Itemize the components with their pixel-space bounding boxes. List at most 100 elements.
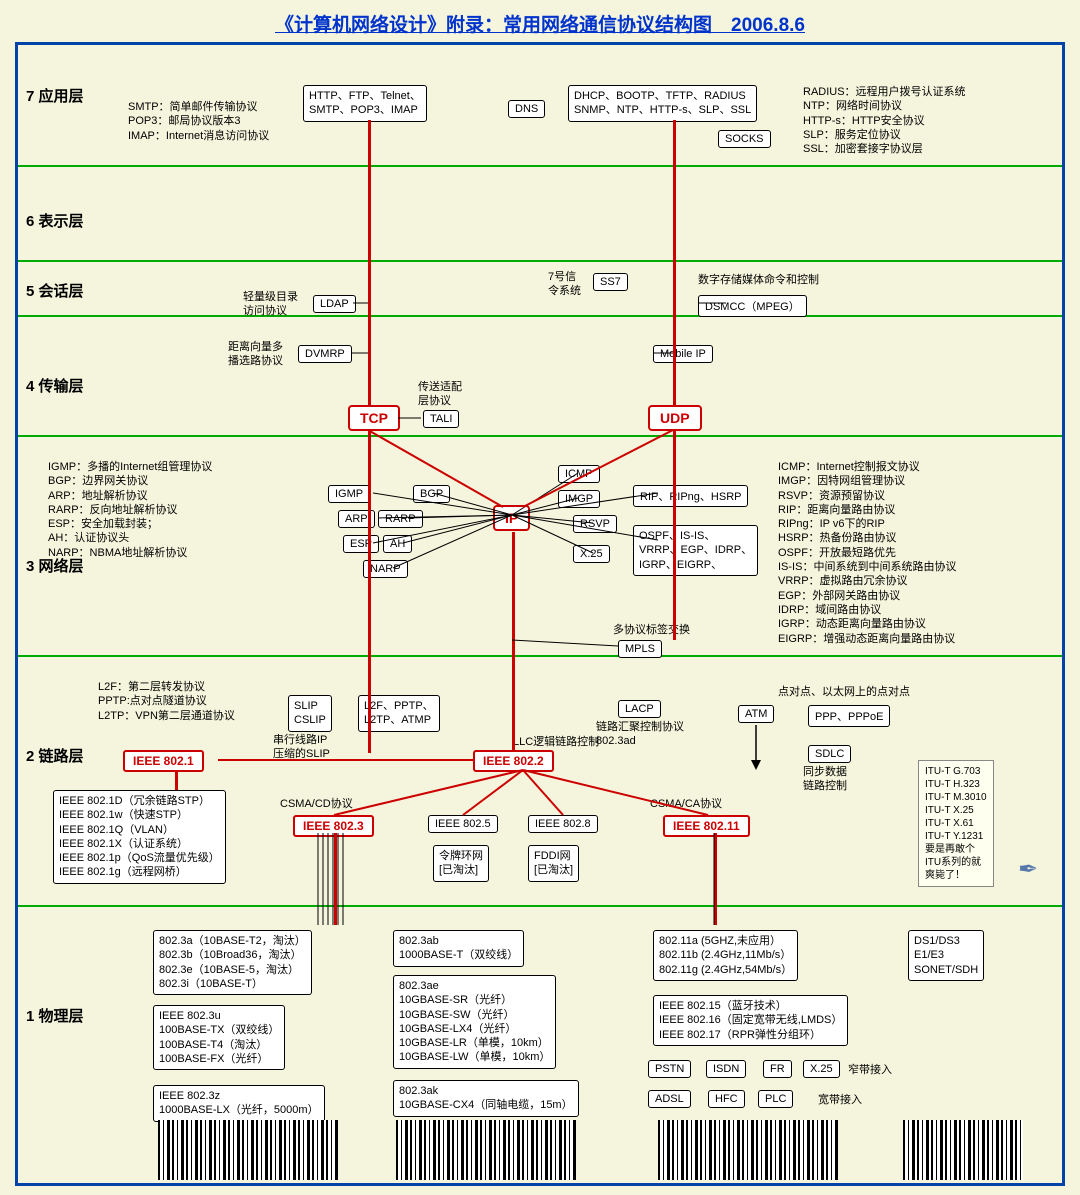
text-t3: 7号信 令系统 [548, 270, 581, 299]
node-lacp: LACP [618, 700, 661, 718]
layer-label-1: 1 物理层 [26, 1005, 84, 1026]
node-ip: IP [493, 505, 530, 531]
node-ieee80211: IEEE 802.11 [663, 815, 750, 837]
text-t20: 宽带接入 [818, 1093, 862, 1107]
text-t4: 轻量级目录 访问协议 [243, 290, 298, 319]
quill-icon: ✒ [1018, 855, 1038, 884]
node-dvmrp: DVMRP [298, 345, 352, 363]
text-t8: IGMP：多播的Internet组管理协议 BGP：边界网关协议 ARP：地址解… [48, 460, 212, 560]
node-atm: ATM [738, 705, 774, 723]
node-p80211: 802.11a (5GHZ,未应用） 802.11b (2.4GHz,11Mb/… [653, 930, 798, 981]
node-p8023ab: 802.3ab 1000BASE-T（双绞线） [393, 930, 524, 967]
red-vline-5 [175, 770, 178, 790]
node-isdn: ISDN [706, 1060, 746, 1078]
node-tali: TALI [423, 410, 459, 428]
node-rsvp: RSVP [573, 515, 617, 533]
page-title: 《计算机网络设计》附录：常用网络通信协议结构图 2006.8.6 [0, 10, 1080, 37]
layer-divider-2 [18, 315, 1062, 317]
barcode-2 [658, 1120, 838, 1180]
node-x25: X.25 [573, 545, 610, 563]
node-plc: PLC [758, 1090, 793, 1108]
text-t18: CSMA/CA协议 [650, 797, 722, 811]
node-slip: SLIP CSLIP [288, 695, 332, 732]
red-vline-4 [512, 532, 515, 752]
red-vline-1 [673, 120, 676, 407]
text-t15: 点对点、以太网上的点对点 [778, 685, 910, 699]
barcode-0 [158, 1120, 338, 1180]
layer-divider-4 [18, 655, 1062, 657]
node-esp: ESP [343, 535, 379, 553]
node-x25b: X.25 [803, 1060, 840, 1078]
layer-divider-3 [18, 435, 1062, 437]
red-vline-7 [714, 833, 717, 925]
text-t5: 数字存储媒体命令和控制 [698, 273, 819, 287]
layer-divider-0 [18, 165, 1062, 167]
node-rarp: RARP [378, 510, 423, 528]
text-t17: CSMA/CD协议 [280, 797, 353, 811]
barcode-3 [903, 1120, 1023, 1180]
layer-label-7: 7 应用层 [26, 85, 84, 106]
text-t6: 距离向量多 播选路协议 [228, 340, 283, 369]
node-ieee8021: IEEE 802.1 [123, 750, 204, 772]
red-vline-3 [673, 430, 676, 640]
text-t16: 同步数据 链路控制 [803, 765, 847, 794]
node-adsl: ADSL [648, 1090, 691, 1108]
node-p8023u: IEEE 802.3u 100BASE-TX（双绞线） 100BASE-T4（淘… [153, 1005, 285, 1070]
node-igmp: IGMP [328, 485, 370, 503]
layer-label-4: 4 传输层 [26, 375, 84, 396]
node-imgp: IMGP [558, 490, 600, 508]
layer-divider-1 [18, 260, 1062, 262]
node-dsmcc: DSMCC（MPEG） [698, 295, 807, 317]
node-icmp: ICMP [558, 465, 600, 483]
node-ah: AH [383, 535, 412, 553]
node-ieee8028: IEEE 802.8 [528, 815, 598, 833]
node-p8023z: IEEE 802.3z 1000BASE-LX（光纤，5000m） [153, 1085, 325, 1122]
text-t19: 窄带接入 [848, 1063, 892, 1077]
text-t12: 串行线路IP 压缩的SLIP [273, 733, 330, 762]
node-dns: DNS [508, 100, 545, 118]
text-t1: SMTP：简单邮件传输协议 POP3：邮局协议版本3 IMAP：Internet… [128, 100, 269, 143]
node-rip: RIP、RIPng、HSRP [633, 485, 748, 507]
layer-divider-5 [18, 905, 1062, 907]
node-p8023ae: 802.3ae 10GBASE-SR（光纤） 10GBASE-SW（光纤） 10… [393, 975, 556, 1069]
node-ospf: OSPF、IS-IS、 VRRP、EGP、IDRP、 IGRP、EIGRP、 [633, 525, 758, 576]
node-socks: SOCKS [718, 130, 771, 148]
text-t14: 链路汇聚控制协议 802.3ad [596, 720, 684, 749]
node-tokenring: 令牌环网 [已淘汰] [433, 845, 489, 882]
node-ieee8022: IEEE 802.2 [473, 750, 554, 772]
node-fr: FR [763, 1060, 792, 1078]
node-p80215: IEEE 802.15（蓝牙技术） IEEE 802.16（固定宽带无线,LMD… [653, 995, 848, 1046]
node-mpls: MPLS [618, 640, 662, 658]
text-t2: RADIUS：远程用户拨号认证系统 NTP：网络时间协议 HTTP-s：HTTP… [803, 85, 966, 156]
node-ieee8025: IEEE 802.5 [428, 815, 498, 833]
notepad: ITU-T G.703 ITU-T H.323 ITU-T M.3010 ITU… [918, 760, 994, 887]
node-mobileip: Mobile IP [653, 345, 713, 363]
text-t7: 传送适配 层协议 [418, 380, 462, 409]
text-t11: L2F：第二层转发协议 PPTP:点对点隧道协议 L2TP：VPN第二层通道协议 [98, 680, 235, 723]
node-p8023ak: 802.3ak 10GBASE-CX4（同轴电缆，15m） [393, 1080, 579, 1117]
layer-label-6: 6 表示层 [26, 210, 84, 231]
node-ds1: DS1/DS3 E1/E3 SONET/SDH [908, 930, 984, 981]
node-ss7: SS7 [593, 273, 628, 291]
node-fddi: FDDI网 [已淘汰] [528, 845, 579, 882]
text-t13: LLC逻辑链路控制 [513, 735, 599, 749]
text-t9: ICMP：Internet控制报文协议 IMGP：因特网组管理协议 RSVP：资… [778, 460, 956, 646]
node-bgp: BGP [413, 485, 450, 503]
red-vline-0 [368, 120, 371, 407]
node-ldap: LDAP [313, 295, 356, 313]
text-t10: 多协议标签交换 [613, 623, 690, 637]
layer-label-2: 2 链路层 [26, 745, 84, 766]
node-app2: DHCP、BOOTP、TFTP、RADIUS SNMP、NTP、HTTP-s、S… [568, 85, 757, 122]
node-p8023a: 802.3a（10BASE-T2，淘汰） 802.3b（10Broad36，淘汰… [153, 930, 312, 995]
node-sdlc: SDLC [808, 745, 851, 763]
node-tcp: TCP [348, 405, 400, 431]
red-vline-2 [368, 430, 371, 753]
node-app1: HTTP、FTP、Telnet、 SMTP、POP3、IMAP [303, 85, 427, 122]
barcode-1 [396, 1120, 576, 1180]
node-hfc: HFC [708, 1090, 745, 1108]
diagram-frame: 7 应用层6 表示层5 会话层4 传输层3 网络层2 链路层1 物理层 HTTP… [15, 42, 1065, 1186]
layer-label-5: 5 会话层 [26, 280, 84, 301]
node-udp: UDP [648, 405, 702, 431]
red-vline-6 [334, 833, 337, 925]
node-ieee8021list: IEEE 802.1D（冗余链路STP） IEEE 802.1w（快速STP） … [53, 790, 226, 884]
